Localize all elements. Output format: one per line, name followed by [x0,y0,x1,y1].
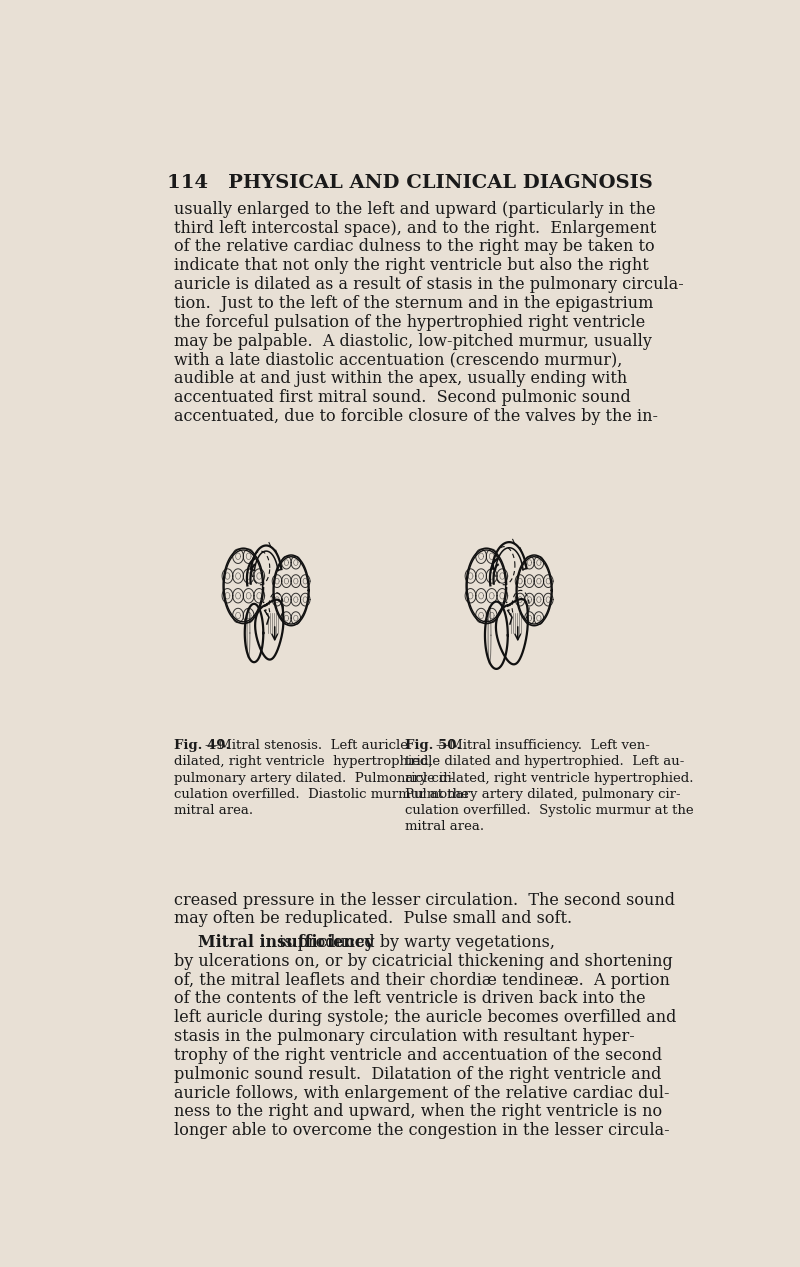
Text: 114   PHYSICAL AND CLINICAL DIAGNOSIS: 114 PHYSICAL AND CLINICAL DIAGNOSIS [167,175,653,193]
Text: mitral area.: mitral area. [174,803,254,817]
Text: creased pressure in the lesser circulation.  The second sound: creased pressure in the lesser circulati… [174,892,675,908]
Text: by ulcerations on, or by cicatricial thickening and shortening: by ulcerations on, or by cicatricial thi… [174,953,673,969]
Text: left auricle during systole; the auricle becomes overfilled and: left auricle during systole; the auricle… [174,1010,677,1026]
Text: indicate that not only the right ventricle but also the right: indicate that not only the right ventric… [174,257,649,275]
Text: the forceful pulsation of the hypertrophied right ventricle: the forceful pulsation of the hypertroph… [174,314,646,331]
Text: Fig. 50.: Fig. 50. [405,740,461,753]
Text: audible at and just within the apex, usually ending with: audible at and just within the apex, usu… [174,370,628,388]
Text: pulmonic sound result.  Dilatation of the right ventricle and: pulmonic sound result. Dilatation of the… [174,1066,662,1083]
Text: auricle follows, with enlargement of the relative cardiac dul-: auricle follows, with enlargement of the… [174,1085,670,1101]
Text: stasis in the pulmonary circulation with resultant hyper-: stasis in the pulmonary circulation with… [174,1028,635,1045]
Text: of, the mitral leaflets and their chordiæ tendineæ.  A portion: of, the mitral leaflets and their chordi… [174,972,670,988]
Text: usually enlarged to the left and upward (particularly in the: usually enlarged to the left and upward … [174,201,656,218]
Text: of the relative cardiac dulness to the right may be taken to: of the relative cardiac dulness to the r… [174,238,655,256]
Text: dilated, right ventricle  hypertrophied,: dilated, right ventricle hypertrophied, [174,755,433,769]
Text: of the contents of the left ventricle is driven back into the: of the contents of the left ventricle is… [174,991,646,1007]
Text: Mitral insufficiency: Mitral insufficiency [198,934,374,952]
Text: trophy of the right ventricle and accentuation of the second: trophy of the right ventricle and accent… [174,1047,662,1064]
Text: culation overfilled.  Diastolic murmur at the: culation overfilled. Diastolic murmur at… [174,788,469,801]
Text: ricle dilated, right ventricle hypertrophied.: ricle dilated, right ventricle hypertrop… [405,772,694,784]
Text: accentuated, due to forcible closure of the valves by the in-: accentuated, due to forcible closure of … [174,408,658,424]
Text: third left intercostal space), and to the right.  Enlargement: third left intercostal space), and to th… [174,219,657,237]
Text: Fig. 49.: Fig. 49. [174,740,230,753]
Text: tricle dilated and hypertrophied.  Left au-: tricle dilated and hypertrophied. Left a… [405,755,685,769]
Text: is produced by warty vegetations,: is produced by warty vegetations, [274,934,554,952]
Text: pulmonary artery dilated.  Pulmonary cir-: pulmonary artery dilated. Pulmonary cir- [174,772,454,784]
Text: may often be reduplicated.  Pulse small and soft.: may often be reduplicated. Pulse small a… [174,911,573,927]
Text: tion.  Just to the left of the sternum and in the epigastrium: tion. Just to the left of the sternum an… [174,295,654,312]
Text: ness to the right and upward, when the right ventricle is no: ness to the right and upward, when the r… [174,1104,662,1120]
Text: —Mitral insufficiency.  Left ven-: —Mitral insufficiency. Left ven- [436,740,650,753]
Text: longer able to overcome the congestion in the lesser circula-: longer able to overcome the congestion i… [174,1123,670,1139]
Text: may be palpable.  A diastolic, low-pitched murmur, usually: may be palpable. A diastolic, low-pitche… [174,333,652,350]
Text: mitral area.: mitral area. [405,820,484,832]
Text: culation overfilled.  Systolic murmur at the: culation overfilled. Systolic murmur at … [405,803,694,817]
Text: Pulmonary artery dilated, pulmonary cir-: Pulmonary artery dilated, pulmonary cir- [405,788,681,801]
Text: auricle is dilated as a result of stasis in the pulmonary circula-: auricle is dilated as a result of stasis… [174,276,684,293]
Text: accentuated first mitral sound.  Second pulmonic sound: accentuated first mitral sound. Second p… [174,389,631,407]
Text: with a late diastolic accentuation (crescendo murmur),: with a late diastolic accentuation (cres… [174,351,622,369]
Text: —Mitral stenosis.  Left auricle: —Mitral stenosis. Left auricle [206,740,408,753]
